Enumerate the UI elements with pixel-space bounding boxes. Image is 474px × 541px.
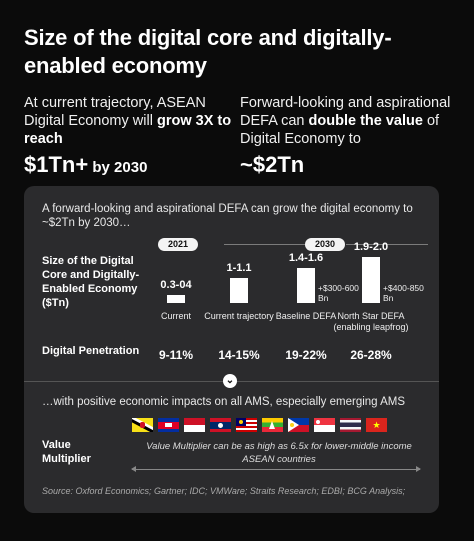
defa-intro-end: of Digital Economy to bbox=[240, 113, 440, 147]
laos-flag-icon bbox=[210, 418, 231, 432]
bar-range-label-3: 1.4-1.6 bbox=[288, 252, 324, 264]
current-trajectory-text: At current trajectory, ASEAN Digital Eco… bbox=[24, 94, 234, 148]
double-arrow-icon bbox=[131, 466, 421, 472]
defa-intro-bold: double the value bbox=[308, 113, 423, 129]
bar-range-label-1: 0.3-04 bbox=[160, 279, 192, 291]
size-row-label: Size of the Digital Core and Digitally-E… bbox=[42, 255, 140, 309]
defa-intro: Forward-looking and aspirational DEFA ca… bbox=[240, 95, 451, 129]
year-2030-line-left bbox=[224, 244, 306, 245]
penetration-value-4: 26-28% bbox=[350, 348, 392, 362]
asean-flags: ★ bbox=[132, 418, 387, 432]
myanmar-flag-icon bbox=[262, 418, 283, 432]
chart-area: A forward-looking and aspirational DEFA … bbox=[24, 186, 439, 366]
cambodia-flag-icon bbox=[158, 418, 179, 432]
current-trajectory-block: At current trajectory, ASEAN Digital Eco… bbox=[24, 94, 234, 178]
penetration-value-2: 14-15% bbox=[218, 348, 260, 362]
panel-lead: A forward-looking and aspirational DEFA … bbox=[42, 203, 413, 229]
penetration-value-1: 9-11% bbox=[158, 348, 194, 362]
value-multiplier-label: Value Multiplier bbox=[42, 439, 91, 465]
vietnam-flag-icon: ★ bbox=[366, 418, 387, 432]
chart-panel: A forward-looking and aspirational DEFA … bbox=[24, 186, 439, 513]
bar-3 bbox=[297, 268, 315, 303]
current-big-suffix: by 2030 bbox=[88, 159, 148, 176]
indonesia-flag-icon bbox=[184, 418, 205, 432]
year-2030-pill: 2030 bbox=[305, 238, 346, 251]
value-multiplier-text: Value Multiplier can be as high as 6.5x … bbox=[146, 441, 412, 465]
malaysia-flag-icon bbox=[236, 418, 257, 432]
category-label-1: Current bbox=[160, 311, 191, 321]
brunei-flag-icon bbox=[132, 418, 153, 432]
current-intro-bold: grow 3X to reach bbox=[24, 113, 232, 147]
page-title: Size of the digital core and digitally-e… bbox=[24, 25, 392, 78]
bar-range-label-2: 1-1.1 bbox=[226, 262, 252, 274]
category-label-4: North Star DEFA (enabling leapfrog) bbox=[333, 311, 409, 332]
bar-1 bbox=[167, 295, 185, 303]
singapore-flag-icon bbox=[314, 418, 335, 432]
chevron-down-icon[interactable]: ⌄ bbox=[223, 374, 237, 388]
defa-text: Forward-looking and aspirational DEFA ca… bbox=[240, 94, 464, 148]
category-label-2: Current trajectory bbox=[204, 311, 274, 321]
positive-impact-text: …with positive economic impacts on all A… bbox=[42, 396, 406, 408]
philippines-flag-icon bbox=[288, 418, 309, 432]
source-note: Source: Oxford Economics; Gartner; IDC; … bbox=[42, 486, 406, 496]
penetration-value-3: 19-22% bbox=[285, 348, 327, 362]
year-2030-line-right bbox=[346, 244, 428, 245]
year-2021-pill: 2021 bbox=[158, 238, 199, 251]
thailand-flag-icon bbox=[340, 418, 361, 432]
current-headline-value: $1Tn+ by 2030 bbox=[24, 152, 234, 178]
penetration-row-label: Digital Penetration bbox=[42, 345, 140, 357]
increment-label-4: +$400-850 Bn bbox=[383, 283, 424, 303]
bar-range-label-4: 1.9-2.0 bbox=[353, 241, 389, 253]
bar-4 bbox=[362, 257, 380, 303]
bar-2 bbox=[230, 278, 248, 303]
defa-big-value: ~$2Tn bbox=[240, 152, 305, 177]
defa-block: Forward-looking and aspirational DEFA ca… bbox=[240, 94, 464, 178]
increment-label-3: +$300-600 Bn bbox=[318, 283, 359, 303]
current-big-value: $1Tn+ bbox=[24, 152, 89, 177]
category-label-3: Baseline DEFA bbox=[275, 311, 337, 321]
current-intro: At current trajectory, ASEAN Digital Eco… bbox=[24, 95, 206, 129]
